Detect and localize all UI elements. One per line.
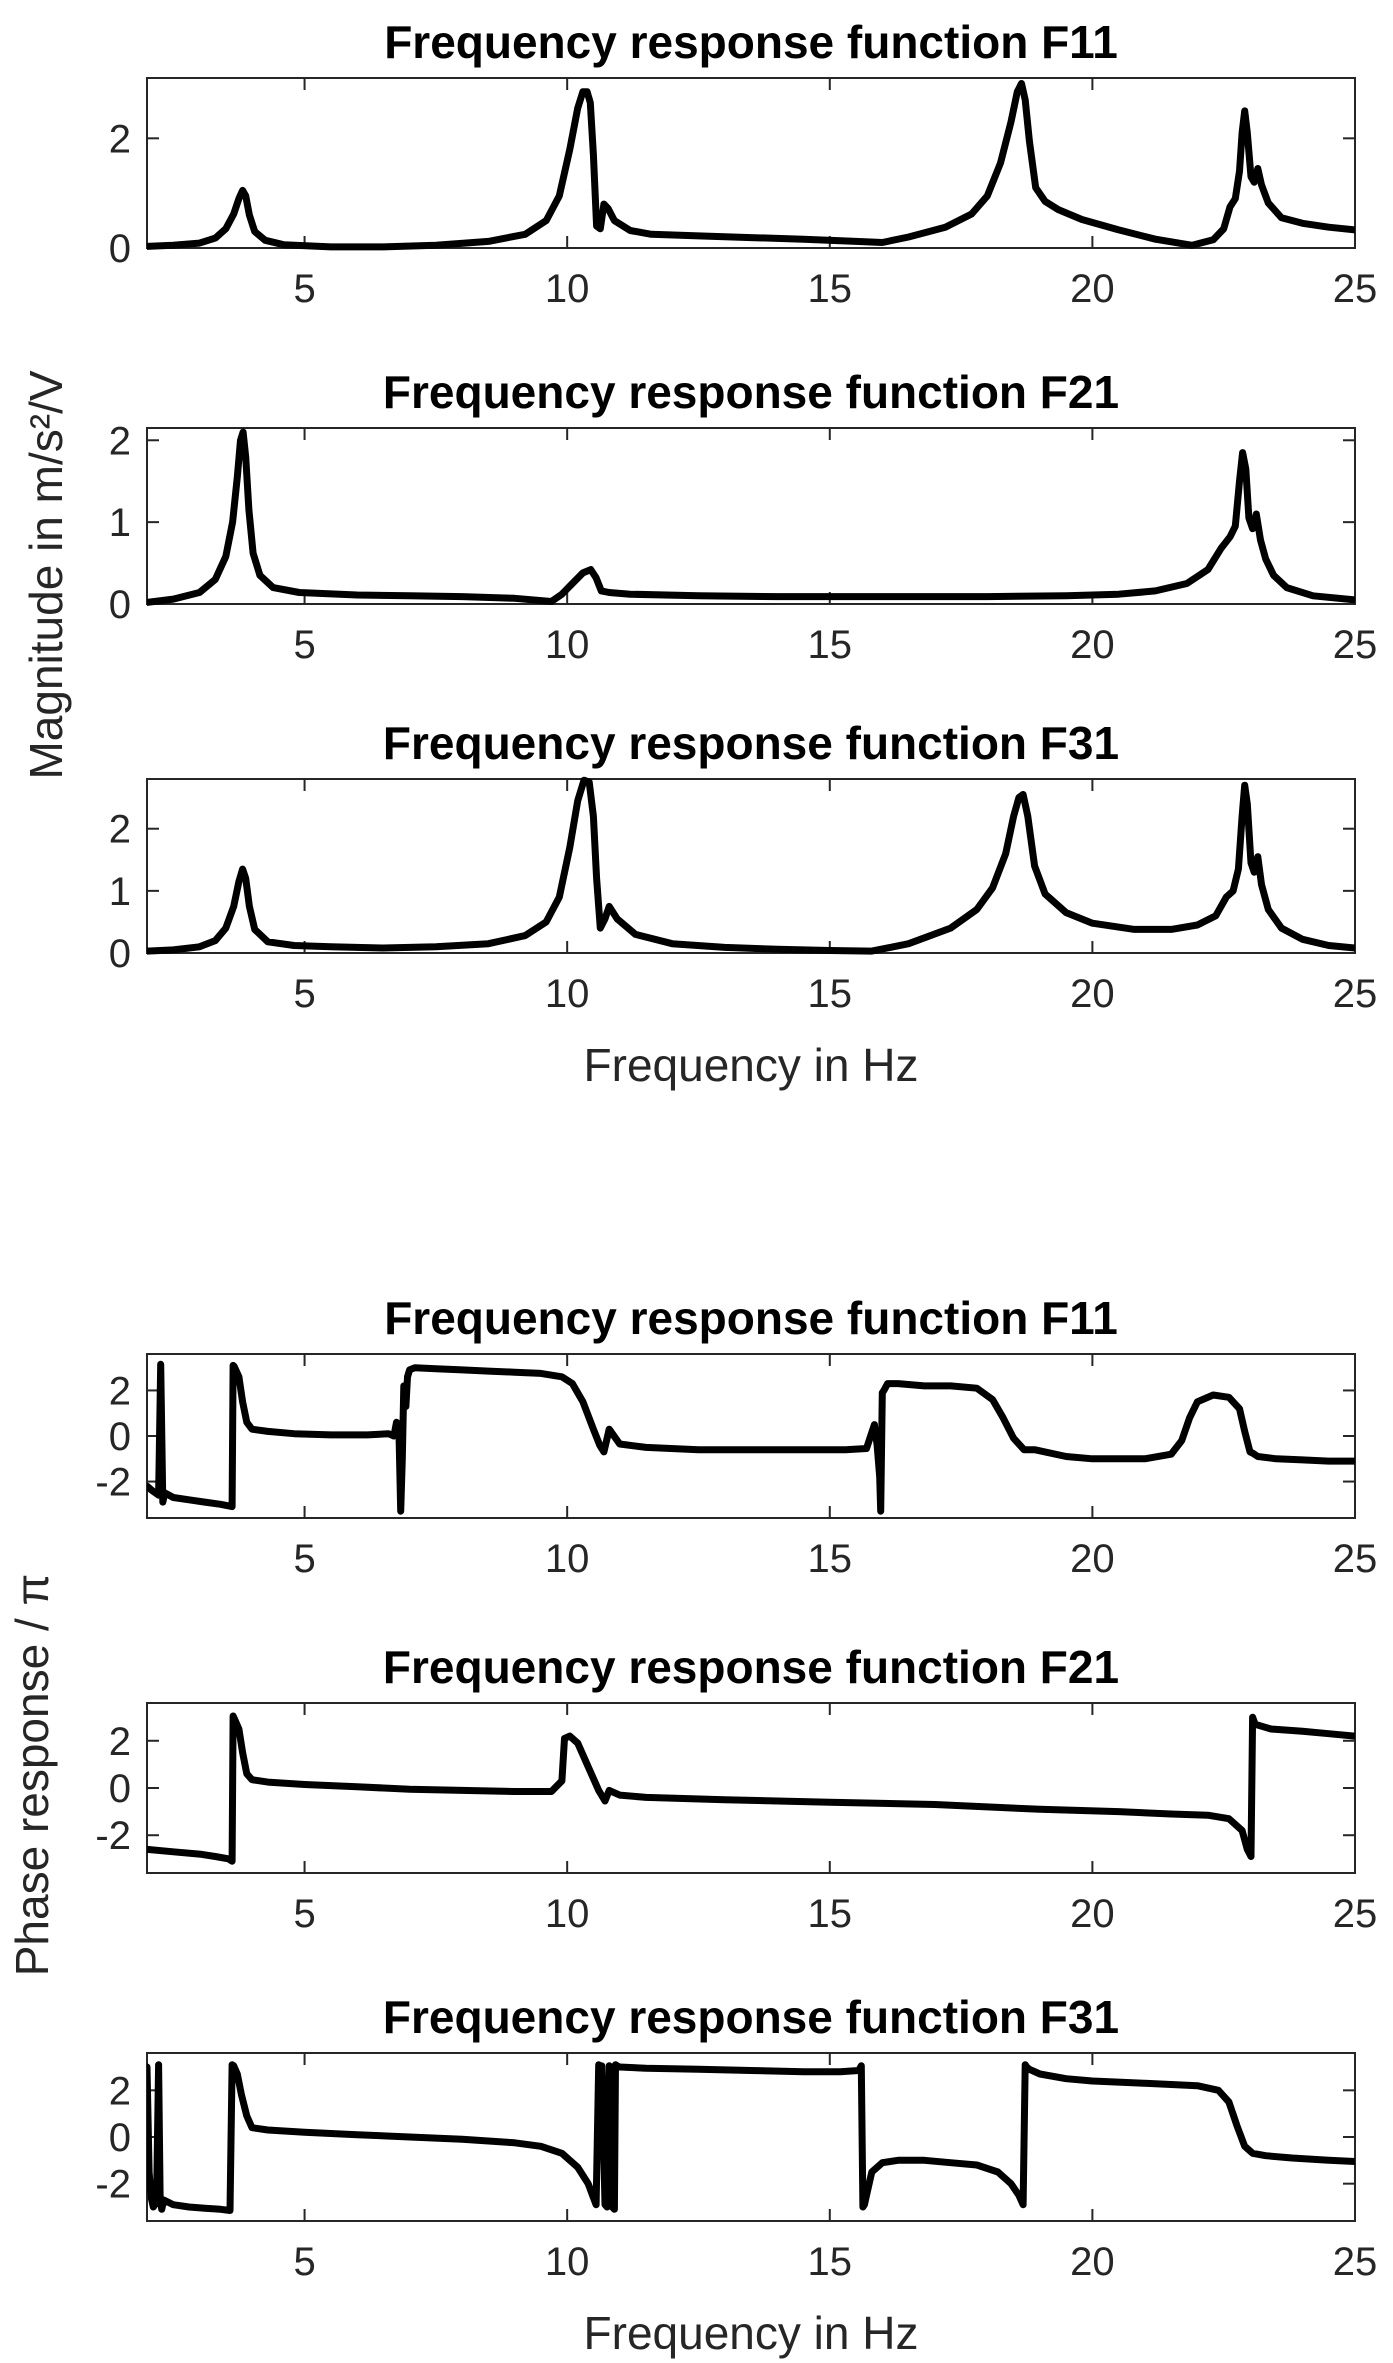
axes-box [146,778,1356,954]
x-tick-label: 10 [545,267,590,311]
y-tick-label: -2 [95,2163,131,2207]
series-line [147,80,1355,251]
y-tick-label: -2 [95,1814,131,1858]
x-tick-label: 25 [1333,1537,1378,1581]
x-tick-label: 15 [808,267,853,311]
y-tick-label: 2 [109,419,131,463]
x-tick-label: 15 [808,1892,853,1936]
x-tick-label: 5 [293,1537,315,1581]
series-line [147,428,1355,606]
axes-box [146,427,1356,605]
x-tick-label: 5 [293,623,315,667]
subplot-title: Frequency response function F11 [384,1292,1118,1344]
subplot-5: Frequency response function F21 5 10 15 20 25… [95,1641,1377,1936]
y-tick-label: 0 [109,1767,131,1811]
y-tick-label: 2 [109,808,131,852]
x-tick-label: 25 [1333,972,1378,1016]
x-tick-label: 5 [293,267,315,311]
y-tick-label: 0 [109,1415,131,1459]
x-tick-label: 20 [1070,2240,1115,2284]
series-line [147,776,1355,955]
subplot-title: Frequency response function F21 [383,1641,1119,1693]
x-tick-label: 20 [1070,267,1115,311]
y-tick-label: 1 [109,870,131,914]
x-tick-label: 15 [808,972,853,1016]
subplot-4: Frequency response function F11 5 10 15 20 25… [95,1292,1377,1581]
phase-ylabel: Phase response / π [6,1574,58,1977]
x-tick-label: 5 [293,972,315,1016]
subplot-title: Frequency response function F11 [384,16,1118,68]
x-axis-label: Frequency in Hz [584,1039,919,1091]
x-tick-label: 25 [1333,623,1378,667]
magnitude-ylabel: Magnitude in m/s²/V [20,370,72,779]
series-line [147,2061,1355,2214]
x-axis-label: Frequency in Hz [584,2307,919,2359]
subplot-title: Frequency response function F21 [383,366,1119,418]
subplot-6: Frequency response function F31 5 10 15 20 25… [95,1991,1377,2359]
y-tick-label: 2 [109,1720,131,1764]
y-tick-label: 0 [109,2116,131,2160]
y-tick-label: 2 [109,117,131,161]
x-tick-label: 10 [545,972,590,1016]
x-tick-label: 25 [1333,2240,1378,2284]
x-tick-label: 10 [545,1537,590,1581]
x-tick-label: 10 [545,623,590,667]
x-tick-label: 25 [1333,1892,1378,1936]
y-tick-label: 1 [109,501,131,545]
x-tick-label: 25 [1333,267,1378,311]
x-tick-label: 15 [808,2240,853,2284]
x-tick-label: 5 [293,2240,315,2284]
x-tick-label: 20 [1070,623,1115,667]
y-tick-label: 2 [109,1369,131,1413]
x-tick-label: 10 [545,2240,590,2284]
y-tick-label: -2 [95,1461,131,1505]
axes-box [146,77,1356,249]
y-tick-label: 0 [109,583,131,627]
y-tick-label: 0 [109,227,131,271]
y-tick-label: 2 [109,2069,131,2113]
subplot-title: Frequency response function F31 [383,1991,1119,2043]
x-tick-label: 5 [293,1892,315,1936]
subplot-title: Frequency response function F31 [383,717,1119,769]
x-tick-label: 20 [1070,1537,1115,1581]
y-tick-label: 0 [109,932,131,976]
x-tick-label: 20 [1070,972,1115,1016]
series-line [147,1712,1355,1865]
series-line [147,1360,1355,1515]
x-tick-label: 15 [808,623,853,667]
x-tick-label: 10 [545,1892,590,1936]
x-tick-label: 20 [1070,1892,1115,1936]
x-tick-label: 15 [808,1537,853,1581]
